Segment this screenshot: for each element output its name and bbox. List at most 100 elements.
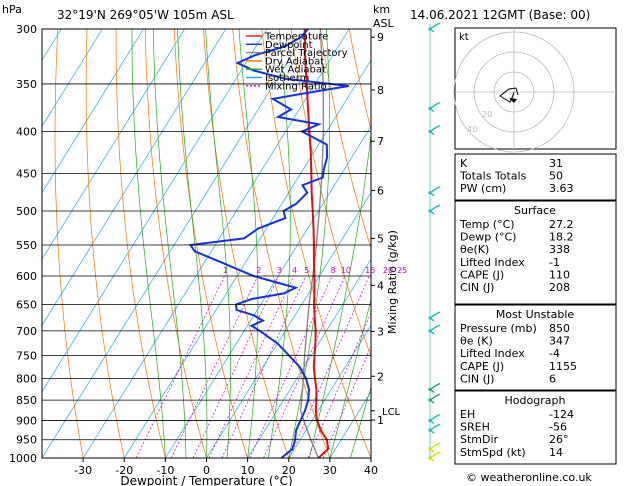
wind-barb	[429, 393, 441, 404]
most-unstable-label: CAPE (J)	[460, 360, 504, 373]
wind-barb	[429, 423, 441, 434]
legend-label: Parcel Trajectory	[265, 48, 348, 59]
asl-axis-unit: ASL	[373, 17, 395, 30]
wind-barb	[429, 22, 441, 33]
hodograph-param-value: -124	[549, 408, 574, 421]
header-datetime: 14.06.2021 12GMT (Base: 00)	[410, 8, 591, 22]
legend-label: Dewpoint	[265, 40, 313, 51]
x-axis-label: Dewpoint / Temperature (°C)	[120, 474, 292, 486]
surface-label: CAPE (J)	[460, 268, 504, 281]
hodograph-param-value: 14	[549, 446, 563, 459]
legend-label: Wet Adiabat	[265, 65, 326, 76]
isotherm-line	[42, 29, 268, 393]
hodograph-ring-label: 20	[482, 110, 492, 119]
hodograph-frame	[454, 27, 617, 150]
isotherm-line	[42, 29, 103, 128]
isotherm-line	[42, 29, 309, 458]
wind-barb-dot	[428, 106, 432, 111]
mixing-ratio-label: 3	[277, 266, 282, 275]
most-unstable-label: CIN (J)	[460, 372, 494, 385]
most-unstable-box	[454, 304, 617, 391]
dry-adiabat	[85, 29, 125, 458]
mixing-ratio-line	[263, 275, 346, 458]
dry-adiabat	[319, 29, 371, 250]
pressure-tick-label: 350	[16, 78, 37, 91]
hodograph-ring-label: 40	[467, 125, 477, 134]
mixing-ratio-line	[208, 275, 294, 458]
isotherm-line	[165, 125, 371, 458]
mixing-ratio-label: 2	[256, 266, 261, 275]
temperature-tick-label: 10	[241, 464, 255, 477]
hodograph-param-label: SREH	[460, 421, 490, 434]
pressure-tick-label: 950	[16, 434, 37, 447]
hodograph-table-title: Hodograph	[505, 394, 566, 407]
wind-barb-dot	[428, 191, 432, 195]
wind-barb	[429, 324, 441, 335]
mixing-ratio-line	[288, 275, 370, 458]
hodograph-param-label: EH	[460, 408, 475, 421]
surface-label: Dewp (°C)	[460, 231, 516, 244]
mixing-ratio-line	[307, 312, 371, 458]
wind-barb-dot	[428, 428, 432, 432]
km-tick-label: 2	[377, 370, 384, 383]
mixing-ratio-label: 5	[304, 266, 309, 275]
most-unstable-label: Lifted Index	[460, 347, 525, 360]
wet-adiabat	[308, 130, 371, 458]
isotherm-line	[206, 192, 371, 458]
most-unstable-value: -4	[549, 347, 560, 360]
wind-barb	[429, 204, 441, 215]
wind-barb-dot	[428, 447, 432, 451]
legend-label: Temperature	[264, 32, 328, 43]
temperature-tick-label: -10	[156, 464, 174, 477]
pressure-tick-label: 650	[16, 299, 37, 312]
mixing-ratio-line	[170, 275, 259, 458]
hodograph-table-box	[454, 390, 617, 465]
legend-label: Isotherm	[265, 73, 309, 84]
surface-label: Lifted Index	[460, 256, 525, 269]
temperature-tick-label: -30	[74, 464, 92, 477]
most-unstable-value: 6	[549, 372, 556, 385]
km-tick-label: 9	[377, 31, 384, 44]
km-tick-label: 6	[377, 184, 384, 197]
index-label: Totals Totals	[459, 170, 527, 183]
hodograph-param-label: StmSpd (kt)	[460, 446, 526, 459]
temperature-tick-label: 20	[282, 464, 296, 477]
pressure-tick-label: 800	[16, 372, 37, 385]
index-label: PW (cm)	[460, 182, 506, 195]
hodograph-param-value: 26°	[549, 433, 569, 446]
hodograph-unit: kt	[459, 32, 469, 43]
isotherm-line	[42, 29, 185, 260]
pressure-tick-label: 550	[16, 239, 37, 252]
wind-barb-dot	[428, 329, 432, 333]
km-tick-label: 3	[377, 325, 384, 338]
km-tick-label: 8	[377, 84, 384, 97]
pressure-tick-label: 700	[16, 325, 37, 338]
legend-label: Dry Adiabat	[265, 56, 324, 67]
wet-adiabat	[350, 385, 371, 458]
pressure-tick-label: 400	[16, 126, 37, 139]
km-tick-label: 4	[377, 279, 384, 292]
wind-barb-dot	[428, 398, 432, 402]
pressure-tick-label: 850	[16, 394, 37, 407]
most-unstable-label: Pressure (mb)	[460, 322, 537, 335]
isotherm-line	[82, 29, 350, 458]
wind-barb-dot	[428, 456, 432, 460]
surface-value: 338	[549, 243, 570, 256]
dry-adiabat	[115, 29, 166, 458]
surface-value: 27.2	[549, 218, 574, 231]
mixing-ratio-label: 10	[341, 266, 351, 275]
temperature-tick-label: 40	[364, 464, 378, 477]
wet-adiabat	[238, 29, 259, 458]
surface-label: θe(K)	[460, 243, 489, 256]
mixing-ratio-label: 25	[397, 266, 407, 275]
isotherm-line	[123, 59, 371, 458]
km-tick-label: 1	[377, 414, 384, 427]
dry-adiabat	[54, 29, 84, 458]
wind-barb-dot	[428, 129, 432, 134]
wind-barb-dot	[428, 316, 432, 320]
header-location: 32°19'N 269°05'W 105m ASL	[57, 8, 234, 22]
most-unstable-value: 1155	[549, 360, 577, 373]
mixing-ratio-line	[135, 275, 225, 458]
